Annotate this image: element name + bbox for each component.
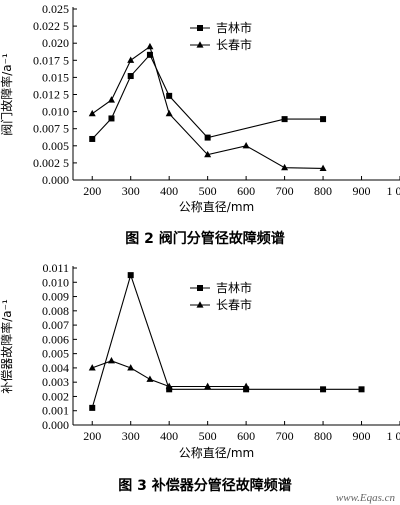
data-point-square — [89, 404, 96, 411]
data-point-triangle — [127, 56, 135, 63]
y-tick-label: 0.008 — [42, 304, 69, 318]
x-tick-label: 500 — [199, 429, 217, 443]
y-tick-label: 0.001 — [42, 404, 69, 418]
chart-caption: 图 2 阀门分管径故障频谱 — [125, 230, 285, 247]
x-tick-label: 800 — [314, 429, 332, 443]
x-tick-label: 900 — [353, 184, 371, 198]
legend-label: 长春市 — [216, 37, 252, 52]
chart-caption: 图 3 补偿器分管径故障频谱 — [118, 477, 292, 494]
y-tick-label: 0.003 — [42, 375, 69, 389]
plot-area: 0.0000.0010.0020.0030.0040.0050.0060.007… — [0, 261, 400, 460]
legend-marker-triangle — [196, 41, 204, 48]
data-point-triangle — [88, 364, 96, 371]
data-point-square — [108, 115, 115, 122]
data-point-square — [127, 272, 134, 279]
y-tick-label: 0.007 5 — [33, 122, 69, 136]
y-tick-label: 0.000 — [42, 173, 69, 187]
y-axis-label: 补偿器故障率/a⁻¹ — [0, 299, 14, 394]
y-tick-label: 0.005 — [42, 139, 69, 153]
x-tick-label: 600 — [237, 429, 255, 443]
data-point-triangle — [146, 375, 154, 382]
data-point-square — [127, 73, 134, 80]
y-tick-label: 0.020 — [42, 36, 69, 50]
x-tick-label: 700 — [276, 184, 294, 198]
data-point-square — [204, 134, 211, 141]
data-point-square — [89, 135, 96, 142]
legend-label: 吉林市 — [216, 280, 252, 295]
legend-marker-square — [197, 25, 203, 31]
y-tick-label: 0.002 — [42, 389, 69, 403]
series-line-1 — [91, 53, 324, 140]
x-axis-label: 公称直径/mm — [179, 200, 254, 214]
y-tick-label: 0.005 — [42, 347, 69, 361]
data-point-square — [146, 51, 153, 58]
data-point-triangle — [242, 142, 250, 149]
legend-label: 长春市 — [216, 297, 252, 312]
data-point-triangle — [165, 382, 173, 390]
data-point-square — [281, 116, 288, 123]
y-tick-label: 0.022 5 — [33, 19, 69, 33]
y-tick-label: 0.015 — [42, 70, 69, 84]
data-point-triangle — [88, 109, 96, 117]
data-point-square — [320, 386, 327, 393]
x-tick-label: 300 — [122, 184, 140, 198]
data-point-square — [166, 92, 173, 99]
data-point-triangle — [319, 164, 327, 171]
x-tick-label: 1 000 — [387, 429, 400, 443]
data-point-triangle — [107, 356, 115, 364]
watermark: www.Eqas.cn — [336, 492, 396, 504]
data-point-triangle — [204, 150, 212, 158]
legend-label: 吉林市 — [216, 20, 252, 35]
legend-marker-triangle — [196, 301, 204, 308]
data-point-triangle — [242, 382, 250, 390]
y-tick-label: 0.007 — [42, 318, 69, 332]
y-tick-label: 0.025 — [42, 2, 69, 16]
x-tick-label: 900 — [353, 429, 371, 443]
y-tick-label: 0.002 5 — [33, 156, 69, 170]
data-point-square — [358, 386, 365, 393]
data-point-triangle — [107, 96, 115, 103]
legend-marker-square — [197, 285, 203, 291]
y-tick-label: 0.012 5 — [33, 88, 69, 102]
x-tick-label: 400 — [160, 429, 178, 443]
y-tick-label: 0.004 — [42, 361, 69, 375]
x-tick-label: 1 000 — [387, 184, 400, 198]
data-point-square — [243, 386, 250, 393]
x-tick-label: 500 — [199, 184, 217, 198]
x-tick-label: 400 — [160, 184, 178, 198]
y-tick-label: 0.010 — [42, 275, 69, 289]
x-tick-label: 700 — [276, 429, 294, 443]
x-axis-label: 公称直径/mm — [179, 446, 254, 460]
data-point-triangle — [127, 364, 135, 371]
x-tick-label: 200 — [83, 429, 101, 443]
series-line-1 — [91, 273, 362, 409]
series-line-2 — [92, 360, 247, 388]
x-tick-label: 200 — [83, 184, 101, 198]
x-tick-label: 800 — [314, 184, 332, 198]
y-tick-label: 0.000 — [42, 418, 69, 432]
valve-failure-chart: 0.000 0.002 5 0.005 0.007 5 0.010 0.012 5 0.01… — [0, 2, 400, 247]
x-tick-label: 600 — [237, 184, 255, 198]
data-point-triangle — [146, 42, 154, 50]
y-tick-label: 0.011 — [42, 261, 69, 275]
y-tick-label: 0.009 — [42, 290, 69, 304]
series-line-2 — [91, 45, 324, 169]
y-tick-label: 0.006 — [42, 332, 69, 346]
data-point-square — [166, 386, 173, 393]
compensator-failure-chart: 0.0000.0010.0020.0030.0040.0050.0060.007… — [0, 261, 400, 494]
data-point-triangle — [281, 163, 289, 171]
y-tick-label: 0.010 — [42, 105, 69, 119]
data-point-triangle — [204, 382, 212, 390]
x-tick-label: 300 — [122, 429, 140, 443]
y-axis-label: 阀门故障率/a⁻¹ — [0, 53, 14, 136]
data-point-triangle — [165, 109, 173, 117]
y-tick-label: 0.017 5 — [33, 53, 69, 67]
plot-area: 0.000 0.002 5 0.005 0.007 5 0.010 0.012 5 0.01… — [0, 2, 400, 214]
data-point-square — [320, 116, 327, 123]
